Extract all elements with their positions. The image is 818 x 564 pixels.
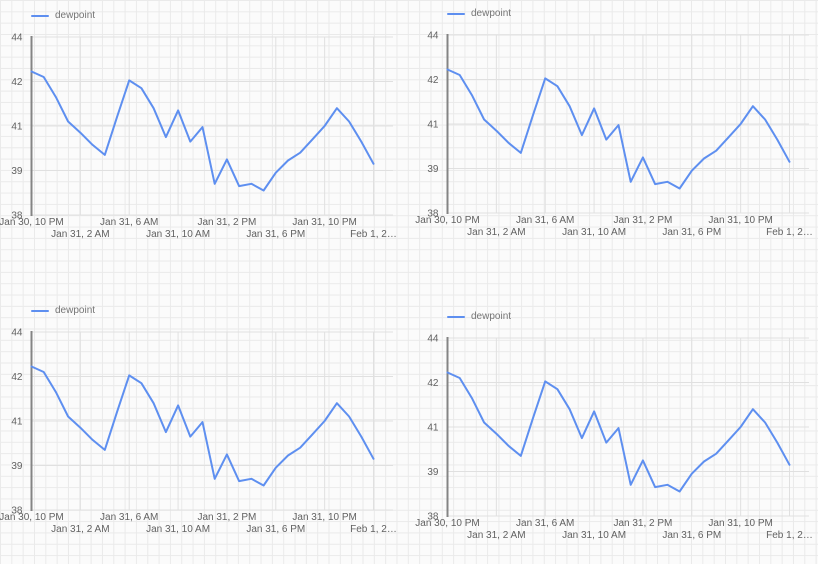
x-tick-label: Jan 31, 6 AM [516,215,574,226]
y-tick-label: 44 [427,31,439,42]
y-tick-label: 39 [427,467,439,478]
x-tick-label: Jan 31, 2 PM [197,512,256,523]
legend-label: dewpoint [55,10,96,21]
dewpoint-series-line [446,68,791,190]
x-tick-label: Jan 31, 10 PM [708,518,772,529]
x-tick-label: Jan 31, 6 AM [100,217,158,228]
dewpoint-series-line [30,365,375,487]
x-tick-label: Jan 31, 2 AM [51,229,109,240]
x-tick-label: Jan 30, 10 PM [415,518,479,529]
y-tick-label: 42 [427,378,439,389]
y-tick-label: 38 [11,211,23,222]
legend: dewpoint [31,10,95,22]
dewpoint-chart-top-left: dewpoint 44 42 41 39 38 Jan 30, 10 PM Jan 31, … [0,0,412,252]
legend-label: dewpoint [471,311,512,322]
x-tick-label: Jan 31, 2 PM [197,217,256,228]
y-tick-label: 41 [427,423,439,434]
x-tick-label: Jan 30, 10 PM [415,215,479,226]
x-tick-label: Feb 1, 2… [766,530,813,541]
y-tick-label: 41 [11,122,23,133]
x-tick-label: Jan 31, 10 AM [146,524,210,535]
y-tick-label: 44 [11,33,23,44]
x-tick-label: Jan 31, 6 PM [246,524,305,535]
y-tick-label: 39 [11,166,23,177]
x-tick-label: Jan 31, 10 PM [292,512,356,523]
y-tick-label: 38 [11,506,23,517]
dewpoint-chart-bottom-right: dewpoint 44 42 41 39 38 Jan 30, 10 PM Jan 31, … [415,301,818,553]
x-tick-label: Feb 1, 2… [766,227,813,238]
x-tick-label: Jan 31, 10 PM [292,217,356,228]
legend-line-swatch [31,14,49,18]
y-tick-label: 41 [427,120,439,131]
x-tick-label: Feb 1, 2… [350,229,397,240]
x-tick-label: Jan 31, 6 PM [662,227,721,238]
dewpoint-chart-top-right: dewpoint 44 42 41 39 38 Jan 30, 10 PM Jan 31, … [415,0,818,250]
legend-line-swatch [31,309,49,313]
dewpoint-series-line [30,70,375,192]
legend-label: dewpoint [55,305,96,316]
y-tick-label: 42 [427,75,439,86]
x-tick-label: Jan 30, 10 PM [0,217,64,228]
y-tick-label: 39 [427,164,439,175]
legend: dewpoint [31,305,95,317]
x-tick-label: Jan 31, 2 AM [467,227,525,238]
legend-line-swatch [447,12,465,16]
x-tick-label: Jan 31, 2 PM [613,518,672,529]
legend: dewpoint [447,311,511,323]
y-tick-label: 39 [11,461,23,472]
y-tick-label: 44 [11,328,23,339]
dewpoint-chart-bottom-left: dewpoint 44 42 41 39 38 Jan 30, 10 PM Jan 31, … [0,295,412,547]
x-tick-label: Jan 31, 2 PM [613,215,672,226]
y-tick-label: 41 [11,417,23,428]
x-tick-label: Jan 31, 2 AM [51,524,109,535]
x-tick-label: Feb 1, 2… [350,524,397,535]
x-tick-label: Jan 31, 10 AM [562,227,626,238]
y-tick-label: 42 [11,372,23,383]
x-tick-label: Jan 31, 6 PM [662,530,721,541]
x-tick-label: Jan 30, 10 PM [0,512,64,523]
y-tick-label: 38 [427,209,439,220]
y-tick-label: 38 [427,512,439,523]
x-tick-label: Jan 31, 2 AM [467,530,525,541]
legend: dewpoint [447,8,511,20]
x-tick-label: Jan 31, 6 AM [100,512,158,523]
dewpoint-series-line [446,371,791,493]
x-tick-label: Jan 31, 6 PM [246,229,305,240]
x-tick-label: Jan 31, 6 AM [516,518,574,529]
legend-line-swatch [447,315,465,319]
y-tick-label: 44 [427,334,439,345]
y-tick-label: 42 [11,77,23,88]
x-tick-label: Jan 31, 10 AM [562,530,626,541]
legend-label: dewpoint [471,8,512,19]
x-tick-label: Jan 31, 10 AM [146,229,210,240]
x-tick-label: Jan 31, 10 PM [708,215,772,226]
